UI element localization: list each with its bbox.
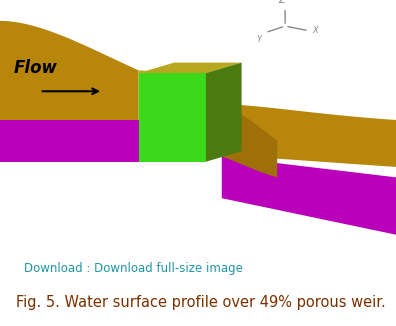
Text: Flow: Flow [14, 59, 58, 77]
Polygon shape [234, 110, 293, 149]
Text: Z: Z [278, 0, 284, 5]
Text: X: X [313, 26, 319, 35]
Polygon shape [249, 115, 309, 154]
Polygon shape [222, 104, 396, 167]
Polygon shape [242, 112, 301, 151]
Text: Download : Download full-size image: Download : Download full-size image [24, 262, 243, 275]
Text: Y: Y [256, 35, 261, 44]
Polygon shape [139, 70, 222, 120]
Polygon shape [222, 104, 277, 177]
Polygon shape [139, 73, 206, 162]
Polygon shape [139, 63, 242, 73]
Polygon shape [0, 120, 139, 162]
Polygon shape [222, 156, 396, 235]
Text: Fig. 5. Water surface profile over 49% porous weir.: Fig. 5. Water surface profile over 49% p… [16, 295, 386, 310]
Polygon shape [206, 63, 242, 162]
Polygon shape [0, 21, 139, 120]
